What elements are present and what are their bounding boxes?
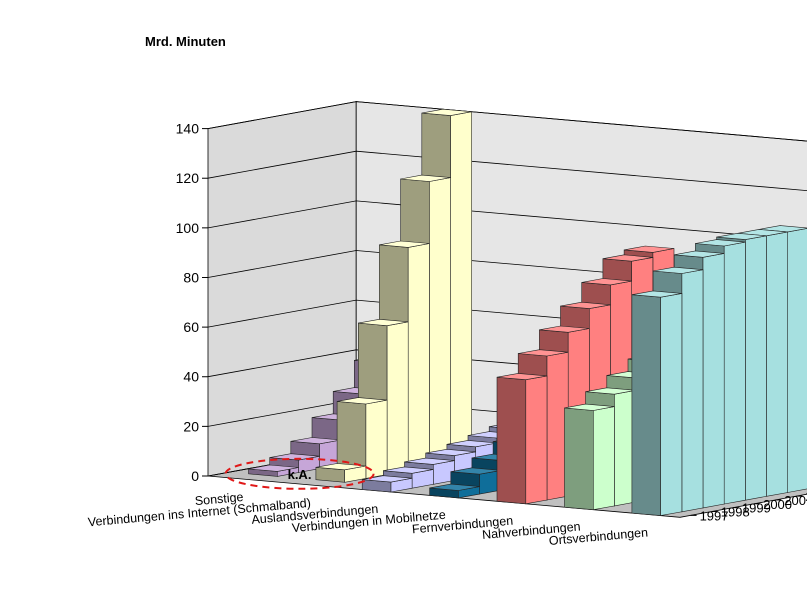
bar-top [421,108,472,116]
y-tick-label: 80 [183,269,199,285]
bar-top [695,239,746,247]
gridline [207,150,807,192]
bar-top [248,464,299,472]
year-tick-label: 2002 [805,489,807,504]
bar-top [383,466,434,474]
category-label: Sonstige [194,490,244,508]
y-tick-label: 0 [191,468,199,484]
bar-top [539,325,590,333]
bar-top [379,240,430,248]
bar-side [592,406,615,511]
bar-top [518,349,569,357]
bar-top [564,403,615,411]
annotation-ellipse [224,457,375,490]
y-tick-label: 20 [183,418,199,434]
bar-side [365,399,388,479]
bar-top [716,232,767,240]
bar-side [386,321,409,475]
bar-front [631,294,662,516]
y-axis-title: Mrd. Minuten [145,34,226,49]
year-tick-label: 2000 [763,497,792,512]
bar-side [766,231,789,497]
bar-top [358,318,409,327]
y-tick-label: 140 [176,121,200,137]
bar-top [581,278,632,286]
bar-side [660,293,683,516]
bar-top [404,457,455,465]
bar-top [496,373,548,381]
gridline [207,200,807,241]
gridline [207,101,807,142]
year-tick-label: 1998 [721,505,750,520]
bar-top [624,245,675,253]
y-tick-label: 100 [176,220,200,236]
annotation-label: k.A. [288,467,312,482]
bar-top [674,250,725,258]
year-tick-label: 2001 [784,493,807,508]
bar-side [681,269,704,513]
bar-top [560,301,611,309]
y-tick-label: 60 [183,319,199,335]
bar-side [702,253,725,509]
bar-top [400,174,451,182]
bar-side [723,241,746,505]
bar-front [564,407,594,511]
bar-side [429,177,451,468]
year-tick-label: 1999 [742,501,771,516]
bar-side [787,228,807,493]
bar-top [429,483,480,491]
bar-top [425,448,476,456]
y-tick-label: 40 [183,369,199,385]
y-tick-label: 120 [176,170,200,186]
bar-top [602,254,653,262]
bar-top [315,463,366,471]
bar-front [496,376,527,505]
bar-side [450,111,473,464]
bar-side [407,243,430,472]
bar-top [337,397,388,405]
bar-top [362,475,413,483]
bar-top [653,266,704,274]
year-tick-label: 1997 [700,508,729,523]
bar-side [745,235,767,501]
bar-top [631,290,682,298]
bar-side [525,375,548,505]
